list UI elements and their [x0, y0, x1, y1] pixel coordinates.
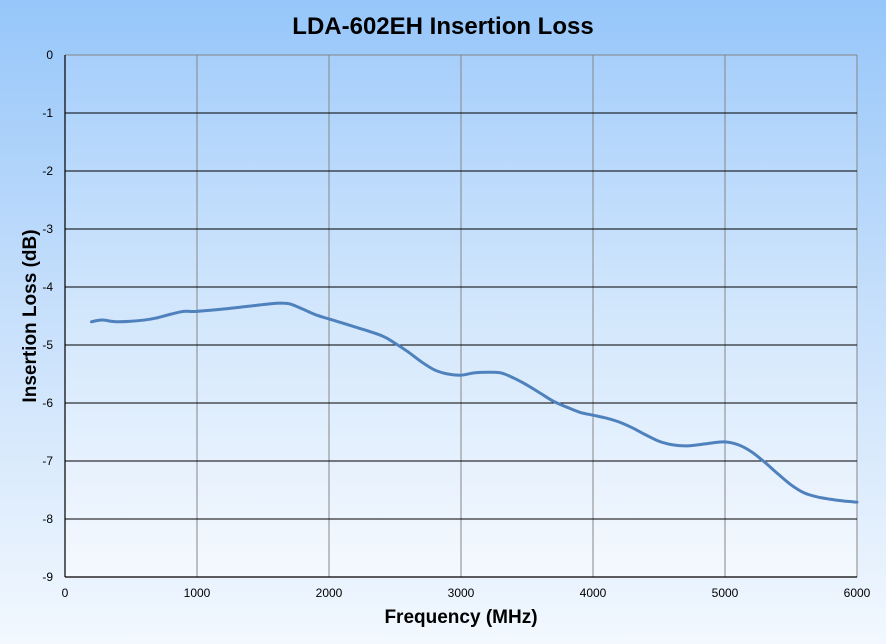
x-tick-label: 1000	[184, 586, 211, 600]
x-tick-label: 5000	[712, 586, 739, 600]
y-tick-labels: 0 -1 -2 -3 -4 -5 -6 -7 -8 -9	[42, 48, 53, 584]
y-tick-label: -9	[42, 570, 53, 584]
y-tick-label: -1	[42, 106, 53, 120]
y-tick-label: -5	[42, 338, 53, 352]
series-group	[89, 301, 859, 504]
y-axis-title: Insertion Loss (dB)	[20, 229, 41, 402]
y-tick-label: -4	[42, 280, 53, 294]
y-tick-label: -6	[42, 396, 53, 410]
gridlines	[64, 54, 858, 578]
y-tick-label: -2	[42, 164, 53, 178]
x-tick-label: 3000	[448, 586, 475, 600]
y-tick-label: -7	[42, 454, 53, 468]
y-tick-label: 0	[46, 48, 53, 62]
x-tick-labels: 0 1000 2000 3000 4000 5000 6000	[62, 586, 871, 600]
y-tick-label: -8	[42, 512, 53, 526]
x-tick-label: 0	[62, 586, 69, 600]
y-tick-label: -3	[42, 222, 53, 236]
x-tick-label: 6000	[844, 586, 871, 600]
x-tick-label: 2000	[316, 586, 343, 600]
chart-title: LDA-602EH Insertion Loss	[292, 13, 593, 40]
x-tick-label: 4000	[580, 586, 607, 600]
x-axis-title: Frequency (MHz)	[384, 607, 537, 628]
